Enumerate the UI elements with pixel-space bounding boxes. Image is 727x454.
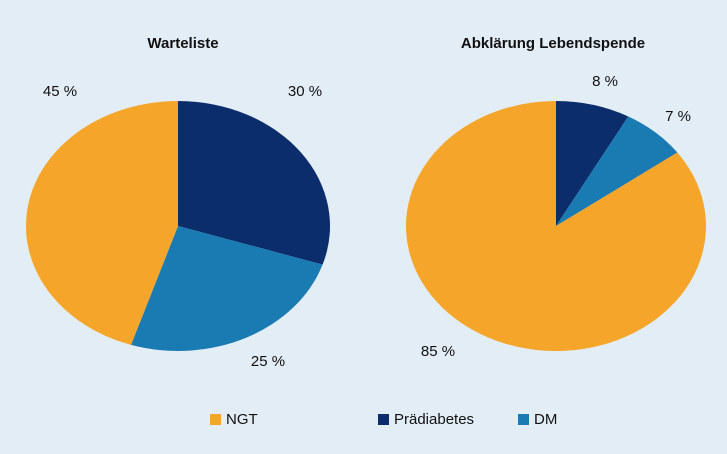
legend-label: Prädiabetes xyxy=(394,411,474,428)
pie-slice xyxy=(556,101,629,226)
pie-slice xyxy=(178,101,330,265)
legend-swatch xyxy=(378,414,389,425)
data-label: 7 % xyxy=(665,108,691,125)
data-label: 25 % xyxy=(251,353,285,370)
pie-slice xyxy=(131,226,323,351)
legend-swatch xyxy=(210,414,221,425)
data-label: 85 % xyxy=(421,343,455,360)
legend-swatch xyxy=(518,414,529,425)
pie-slice xyxy=(405,101,706,351)
data-label: 45 % xyxy=(43,83,77,100)
pie-slice xyxy=(556,116,678,226)
chart-title: Warteliste xyxy=(147,35,218,52)
legend-label: NGT xyxy=(226,411,258,428)
data-label: 30 % xyxy=(288,83,322,100)
chart-title: Abklärung Lebendspende xyxy=(461,35,645,52)
data-label: 8 % xyxy=(592,73,618,90)
legend-label: DM xyxy=(534,411,557,428)
pie-slice xyxy=(26,101,179,345)
